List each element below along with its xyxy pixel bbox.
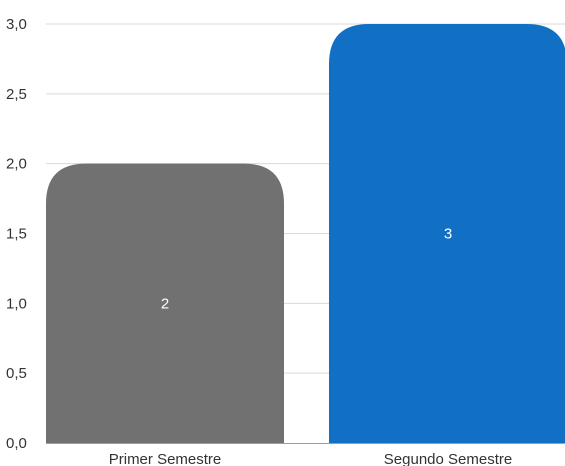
y-tick-label: 2,0 [6,156,27,173]
bar-value-label: 2 [161,295,169,312]
data-labels: 23 [161,226,452,313]
y-tick-label: 0,5 [6,365,27,382]
bar-1 [46,163,284,443]
y-tick-label: 0,0 [6,435,27,452]
bar-2 [329,24,565,443]
y-tick-label: 3,0 [6,16,27,33]
y-tick-label: 1,0 [6,295,27,312]
bars [46,24,565,443]
x-category-label: Primer Semestre [109,451,222,466]
y-tick-label: 1,5 [6,226,27,243]
y-tick-label: 2,5 [6,86,27,103]
x-category-label: Segundo Semestre [384,451,512,466]
bar-value-label: 3 [444,226,452,243]
y-axis-tick-labels: 0,0 0,5 1,0 1,5 2,0 2,5 3,0 [6,16,27,452]
x-axis-category-labels: Primer Semestre Segundo Semestre [109,451,512,466]
